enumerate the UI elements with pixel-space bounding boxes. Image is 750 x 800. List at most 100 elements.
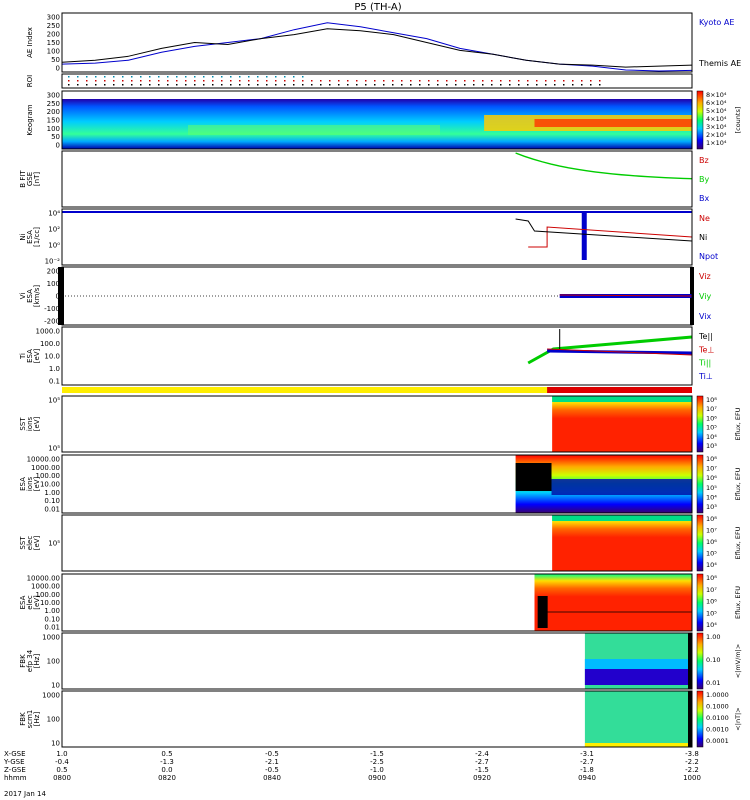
y-tick-label: 10.00 (40, 599, 60, 607)
x-tick-label: -3.1 (580, 750, 594, 758)
y-tick-label: 100.00 (36, 591, 61, 599)
x-axis-row-label: X-GSE (4, 750, 26, 758)
x-tick-label: 0900 (368, 774, 386, 782)
y-tick-label: 1.00 (44, 489, 60, 497)
panel-frame (61, 690, 693, 748)
y-axis-label: [km/s] (33, 285, 41, 308)
y-tick-label: 1000.00 (31, 583, 60, 591)
roi-bar-yellow (62, 387, 692, 393)
x-axis-row-label: Z-GSE (4, 766, 26, 774)
legend-themisae: Themis AE (698, 59, 741, 68)
legend-bz: Bz (699, 156, 709, 165)
y-axis-label: SST (19, 536, 27, 550)
x-tick-label: -2.1 (265, 758, 279, 766)
colorbar-tick-label: 10⁵ (706, 550, 717, 558)
y-axis-label: [Hz] (33, 654, 41, 669)
panel-frame (61, 208, 693, 266)
legend-ti: Ti⊥ (698, 372, 713, 381)
y-axis-label: [eV] (33, 476, 41, 491)
colorbar-tick-label: 10⁶ (706, 474, 717, 482)
colorbar-tick-label: 10⁶ (706, 598, 717, 606)
colorbar-tick-label: 0.10 (706, 656, 720, 664)
roi-bar-red (547, 387, 692, 393)
colorbar-unit-label: Eflux, EFU (734, 526, 742, 559)
colorbar-unit-label: Eflux, EFU (734, 407, 742, 440)
x-tick-label: 0820 (158, 774, 176, 782)
y-tick-label: 50 (51, 133, 60, 141)
y-tick-label: 1000.00 (31, 464, 60, 472)
y-axis-label: ESA (26, 289, 34, 303)
colorbar-unit-label: <|nT|> (734, 707, 742, 730)
y-tick-label: 0.1 (49, 378, 60, 386)
y-tick-label: 0 (56, 65, 60, 73)
colorbar-tick-label: 10⁸ (706, 515, 717, 523)
colorbar-tick-label: 10⁴ (706, 621, 717, 629)
x-tick-label: 1000 (683, 774, 701, 782)
colorbar (696, 395, 704, 453)
panel-frame (61, 514, 693, 572)
y-axis-label: ions (26, 476, 34, 491)
x-tick-label: 0.5 (161, 750, 172, 758)
panel-frame (61, 12, 693, 73)
panel-velocity: 200 100 0 -100 -200 Vi ESA [km/s] Viz Viy Vix (19, 266, 712, 326)
colorbar-tick-label: 4×10⁴ (706, 115, 727, 123)
x-tick-label: -2.2 (685, 758, 699, 766)
colorbar-tick-label: 0.0100 (706, 714, 729, 722)
colorbar (696, 573, 704, 632)
colorbar-tick-label: 10⁵ (706, 424, 717, 432)
y-axis-label: SST (19, 417, 27, 431)
colorbar-tick-label: 5×10⁴ (706, 107, 727, 115)
y-tick-label: 10 (51, 740, 60, 748)
y-axis-label: FBK (19, 654, 27, 668)
y-axis-label: Vi (19, 293, 27, 300)
legend-viy: Viy (699, 292, 712, 301)
colorbar-tick-label: 1×10⁴ (706, 139, 727, 147)
colorbar-unit-label: <|mV/m|> (734, 644, 742, 679)
y-axis-label: AE Index (26, 27, 34, 58)
colorbar-tick-label: 10⁶ (706, 414, 717, 422)
legend-by: By (699, 175, 709, 184)
y-axis-label: ESA (19, 595, 27, 609)
y-tick-label: 10000.00 (27, 456, 60, 464)
y-axis-label: FBK (19, 712, 27, 726)
y-axis-label: scm1 (26, 710, 34, 729)
legend-te: Te|| (698, 332, 713, 341)
x-tick-label: 0.0 (161, 766, 172, 774)
panel-frame (61, 266, 693, 326)
y-axis-label: B FIT (19, 170, 27, 188)
colorbar (696, 690, 704, 748)
colorbar-unit-label: [counts] (734, 107, 742, 134)
legend-vix: Vix (699, 312, 712, 321)
legend-npot: Npot (699, 252, 718, 261)
y-axis-label: efp 34 (26, 649, 34, 672)
date-label: 2017 Jan 14 (4, 790, 47, 798)
y-axis-label: ESA (19, 477, 27, 491)
x-tick-label: -1.0 (370, 766, 384, 774)
y-tick-label: 100.00 (36, 472, 61, 480)
panel-frame (61, 454, 693, 514)
y-tick-label: 1000.0 (36, 328, 61, 336)
y-tick-label: 10⁵ (48, 397, 60, 405)
y-tick-label: 1000 (42, 692, 60, 700)
y-axis-label: Ni (19, 233, 27, 240)
ae-series-kyoto (61, 22, 693, 72)
colorbar-tick-label: 0.01 (706, 679, 720, 687)
y-tick-label: 100 (47, 48, 60, 56)
y-tick-label: 10⁴ (48, 210, 60, 218)
y-tick-label: 150 (47, 39, 60, 47)
colorbar (696, 454, 704, 514)
colorbar-tick-label: 0.1000 (706, 703, 729, 711)
y-tick-label: 50 (51, 56, 60, 64)
panel-frame (61, 326, 693, 386)
y-axis-label: [eV] (33, 595, 41, 610)
legend-ne: Ne (699, 214, 710, 223)
panel-frame (61, 573, 693, 632)
colorbar-tick-label: 10⁵ (706, 484, 717, 492)
y-tick-label: 10⁻² (45, 258, 61, 266)
y-tick-label: 0.01 (44, 506, 60, 514)
